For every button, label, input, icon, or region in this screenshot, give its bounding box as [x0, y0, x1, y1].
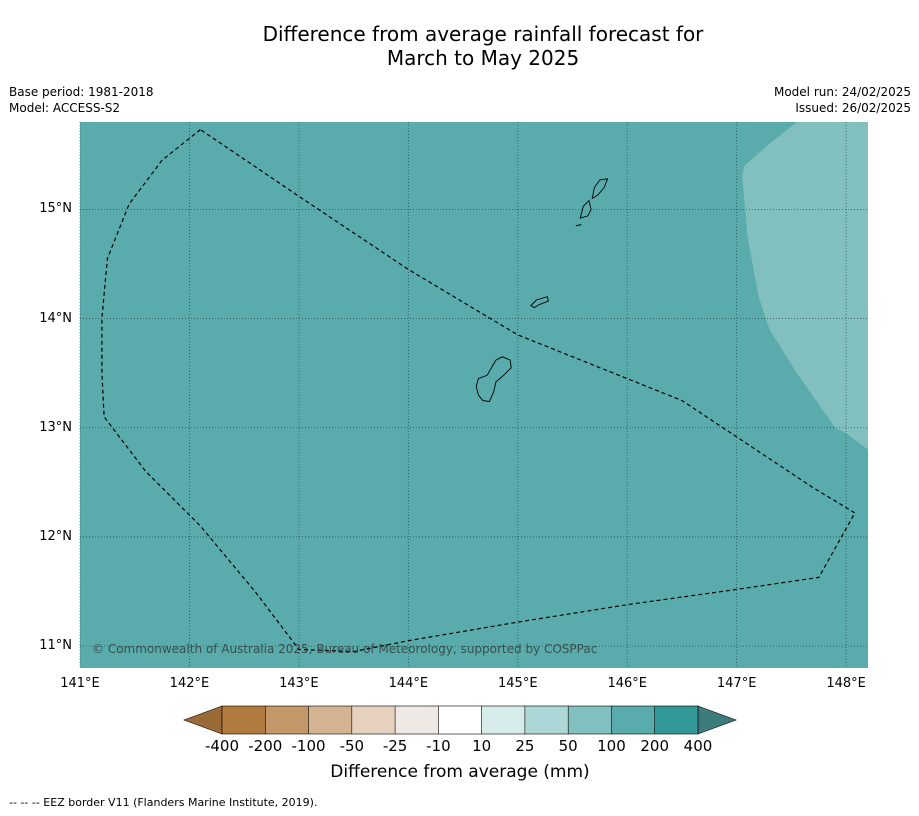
lon-tick-label: 141°E: [60, 676, 100, 691]
colorbar-box: [222, 706, 266, 734]
lon-tick-label: 147°E: [716, 676, 757, 691]
lat-tick-label: 14°N: [39, 310, 72, 326]
lon-tick-label: 145°E: [498, 676, 538, 691]
colorbar-box: [265, 706, 309, 734]
colorbar-tick-label: -25: [382, 737, 408, 755]
lon-tick-label: 144°E: [388, 676, 429, 691]
issued-text: Issued: 26/02/2025: [795, 101, 911, 115]
lon-tick-label: 148°E: [826, 676, 866, 691]
map-title-line2: March to May 2025: [386, 46, 580, 70]
colorbar-tick-label: -400: [204, 737, 240, 755]
eez-footnote: -- -- -- EEZ border V11 (Flanders Marine…: [9, 796, 318, 809]
copyright-text: © Commonwealth of Australia 2025, Bureau…: [92, 642, 598, 656]
colorbar-tick-label: -200: [248, 737, 283, 755]
map-title-line1: Difference from average rainfall forecas…: [262, 22, 704, 46]
model-text: Model: ACCESS-S2: [9, 101, 121, 115]
colorbar-extend-low: [183, 705, 223, 735]
lon-tick-label: 146°E: [607, 676, 647, 691]
meta-left: Base period: 1981-2018 Model: ACCESS-S2: [9, 84, 154, 116]
map-area: [79, 122, 868, 668]
colorbar: [183, 705, 737, 735]
colorbar-tick-label: 10: [472, 737, 492, 755]
colorbar-tick-label: 200: [640, 737, 670, 755]
lat-tick-label: 12°N: [39, 528, 72, 544]
map-title: Difference from average rainfall forecas…: [0, 22, 919, 70]
colorbar-tick-label: 50: [558, 737, 578, 755]
lat-tick-label: 13°N: [39, 419, 72, 435]
colorbar-box: [308, 706, 352, 734]
lon-tick-label: 142°E: [169, 676, 210, 691]
colorbar-tick-label: -100: [291, 737, 326, 755]
island-tinian: [579, 199, 592, 219]
eez-border-line: [101, 129, 856, 653]
island-guam: [475, 356, 512, 403]
colorbar-box: [351, 706, 396, 734]
lat-tick-label: 15°N: [39, 201, 72, 217]
colorbar-box: [654, 706, 698, 734]
colorbar-tick-label: 100: [597, 737, 626, 755]
colorbar-tick-label: 400: [683, 737, 713, 755]
colorbar-extend-high: [697, 705, 737, 735]
island-saipan: [591, 178, 609, 200]
lon-tick-label: 143°E: [279, 676, 319, 691]
colorbar-tick-label: 25: [515, 737, 535, 755]
colorbar-label: Difference from average (mm): [330, 762, 590, 782]
colorbar-frame: [221, 705, 699, 735]
model-run-text: Model run: 24/02/2025: [773, 85, 911, 99]
colorbar-box: [524, 706, 569, 734]
colorbar-box: [438, 706, 482, 734]
colorbar-box: [481, 706, 525, 734]
meta-right: Model run: 24/02/2025 Issued: 26/02/2025: [774, 84, 911, 116]
base-period-text: Base period: 1981-2018: [9, 85, 154, 99]
colorbar-box: [611, 706, 655, 734]
island-aguijan: [575, 224, 582, 227]
island-rota: [530, 296, 549, 309]
rainfall-region-lighter: [742, 122, 868, 450]
colorbar-box: [568, 706, 612, 734]
colorbar-tick-label: -10: [426, 737, 451, 755]
lat-tick-label: 11°N: [39, 638, 72, 654]
colorbar-box: [395, 706, 439, 734]
colorbar-tick-label: -50: [339, 737, 365, 755]
